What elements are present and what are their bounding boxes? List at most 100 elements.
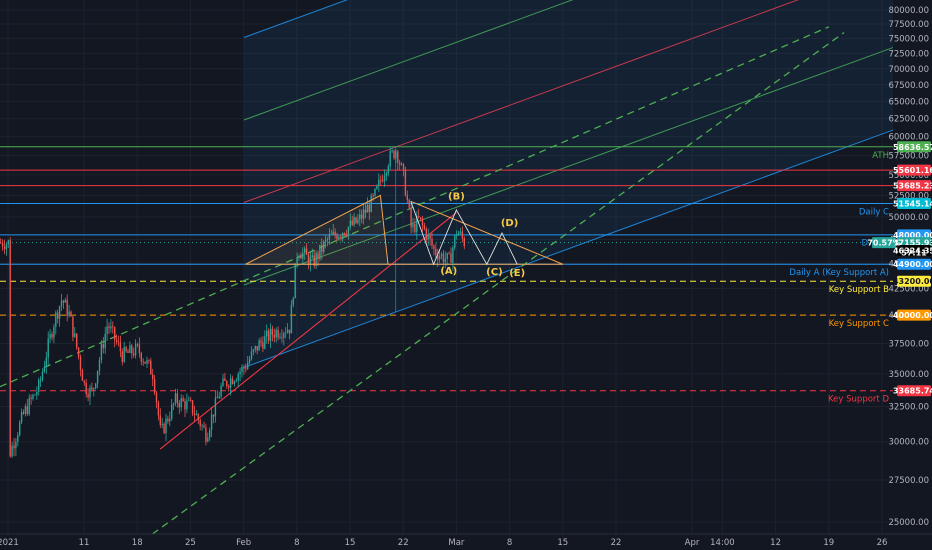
time-tick-label: 25 xyxy=(185,538,196,548)
candle-body xyxy=(446,252,448,259)
candle-body xyxy=(155,392,158,403)
candle-body xyxy=(163,423,165,434)
candle-body xyxy=(76,333,78,348)
candle-body xyxy=(102,344,104,349)
pitchfork-line xyxy=(243,32,932,286)
candle-body xyxy=(85,382,87,395)
candle-body xyxy=(193,413,196,416)
candle-body xyxy=(351,220,353,225)
price-tick-label: 52500.00 xyxy=(888,191,929,201)
price-tag xyxy=(897,275,931,287)
price-tick-label: 65000.00 xyxy=(888,97,929,107)
candle-body xyxy=(184,401,186,410)
candle-body xyxy=(106,326,108,334)
price-tick-label: 35000.00 xyxy=(888,370,929,380)
price-tick-label: 67500.00 xyxy=(888,81,929,91)
candle-body xyxy=(307,254,310,266)
candle-body xyxy=(457,232,460,236)
candle-body xyxy=(218,396,220,399)
candle-body xyxy=(51,334,53,338)
grid xyxy=(0,0,893,534)
candle-body xyxy=(334,231,336,236)
candle-body xyxy=(332,231,334,235)
time-axis[interactable] xyxy=(0,534,932,550)
candle-body xyxy=(64,299,66,303)
candle-body xyxy=(317,253,319,259)
candle-body xyxy=(174,393,177,404)
price-tag-label: 46324.35 xyxy=(893,246,932,255)
candle-body xyxy=(195,414,198,416)
candle-body xyxy=(442,253,445,263)
candle-body xyxy=(326,239,329,240)
candle-body xyxy=(136,343,139,345)
percent-tag-label: 70.57% xyxy=(867,239,900,248)
time-tick-label: 15 xyxy=(345,538,356,548)
price-tick-label: 50000.00 xyxy=(888,213,929,223)
candle-body xyxy=(224,378,226,381)
candle-body xyxy=(77,347,80,357)
candle-body xyxy=(347,226,350,235)
candle-body xyxy=(9,240,11,457)
candle-body xyxy=(7,240,9,245)
wave-label: (B) xyxy=(448,192,465,203)
candle-body xyxy=(167,418,169,422)
candle-body xyxy=(1,242,4,247)
candle-body xyxy=(452,247,454,263)
candle-body xyxy=(463,238,465,247)
candle-body xyxy=(302,252,304,259)
candle-body xyxy=(209,429,211,438)
candle-body xyxy=(108,326,110,329)
candle-body xyxy=(241,366,243,372)
candle-body xyxy=(231,378,234,384)
candle-body xyxy=(296,256,298,264)
candle-body xyxy=(315,253,317,267)
candle-body xyxy=(142,361,144,363)
candle-body xyxy=(60,300,63,307)
candle-body xyxy=(53,326,55,338)
candle-body xyxy=(321,244,323,252)
candle-body xyxy=(444,258,446,263)
candle-body xyxy=(95,383,97,389)
candle-body xyxy=(338,236,340,240)
time-tick-label: 8 xyxy=(507,538,512,548)
candle-body xyxy=(250,351,253,360)
price-tick-label: 55000.00 xyxy=(888,171,929,181)
trendline-red xyxy=(159,212,457,450)
price-tick-label: 25000.00 xyxy=(888,518,929,528)
candle-body xyxy=(112,326,114,328)
candle-body xyxy=(49,334,51,339)
candle-body xyxy=(264,336,266,349)
candle-body xyxy=(13,445,15,449)
price-tick-label: 30000.00 xyxy=(888,438,929,448)
candle-body xyxy=(30,397,32,399)
candle-body xyxy=(228,386,230,388)
candle-body xyxy=(11,445,13,457)
candle-body xyxy=(93,388,95,390)
candle-body xyxy=(252,349,255,352)
candle-body xyxy=(459,231,462,233)
candle-body xyxy=(309,256,312,266)
candle-body xyxy=(140,353,142,362)
price-tag-label: 47155.93 xyxy=(893,239,932,248)
candle-body xyxy=(343,233,346,235)
candle-body xyxy=(17,435,19,442)
candle-body xyxy=(427,234,429,240)
candle-body xyxy=(138,344,141,354)
candle-body xyxy=(70,311,72,317)
candle-body xyxy=(110,326,112,329)
triangle-upper xyxy=(410,200,563,265)
wave-label: (E) xyxy=(509,268,525,279)
candle-body xyxy=(378,179,380,186)
price-tag xyxy=(897,197,931,209)
candle-body xyxy=(243,366,245,369)
candle-body xyxy=(454,235,456,248)
candle-body xyxy=(79,356,82,370)
candle-body xyxy=(104,333,106,349)
candle-body xyxy=(399,162,401,165)
pitchfork-fill xyxy=(243,0,932,368)
candle-body xyxy=(269,328,272,341)
price-tick-label: 60000.00 xyxy=(888,133,929,143)
candle-body xyxy=(368,204,370,212)
